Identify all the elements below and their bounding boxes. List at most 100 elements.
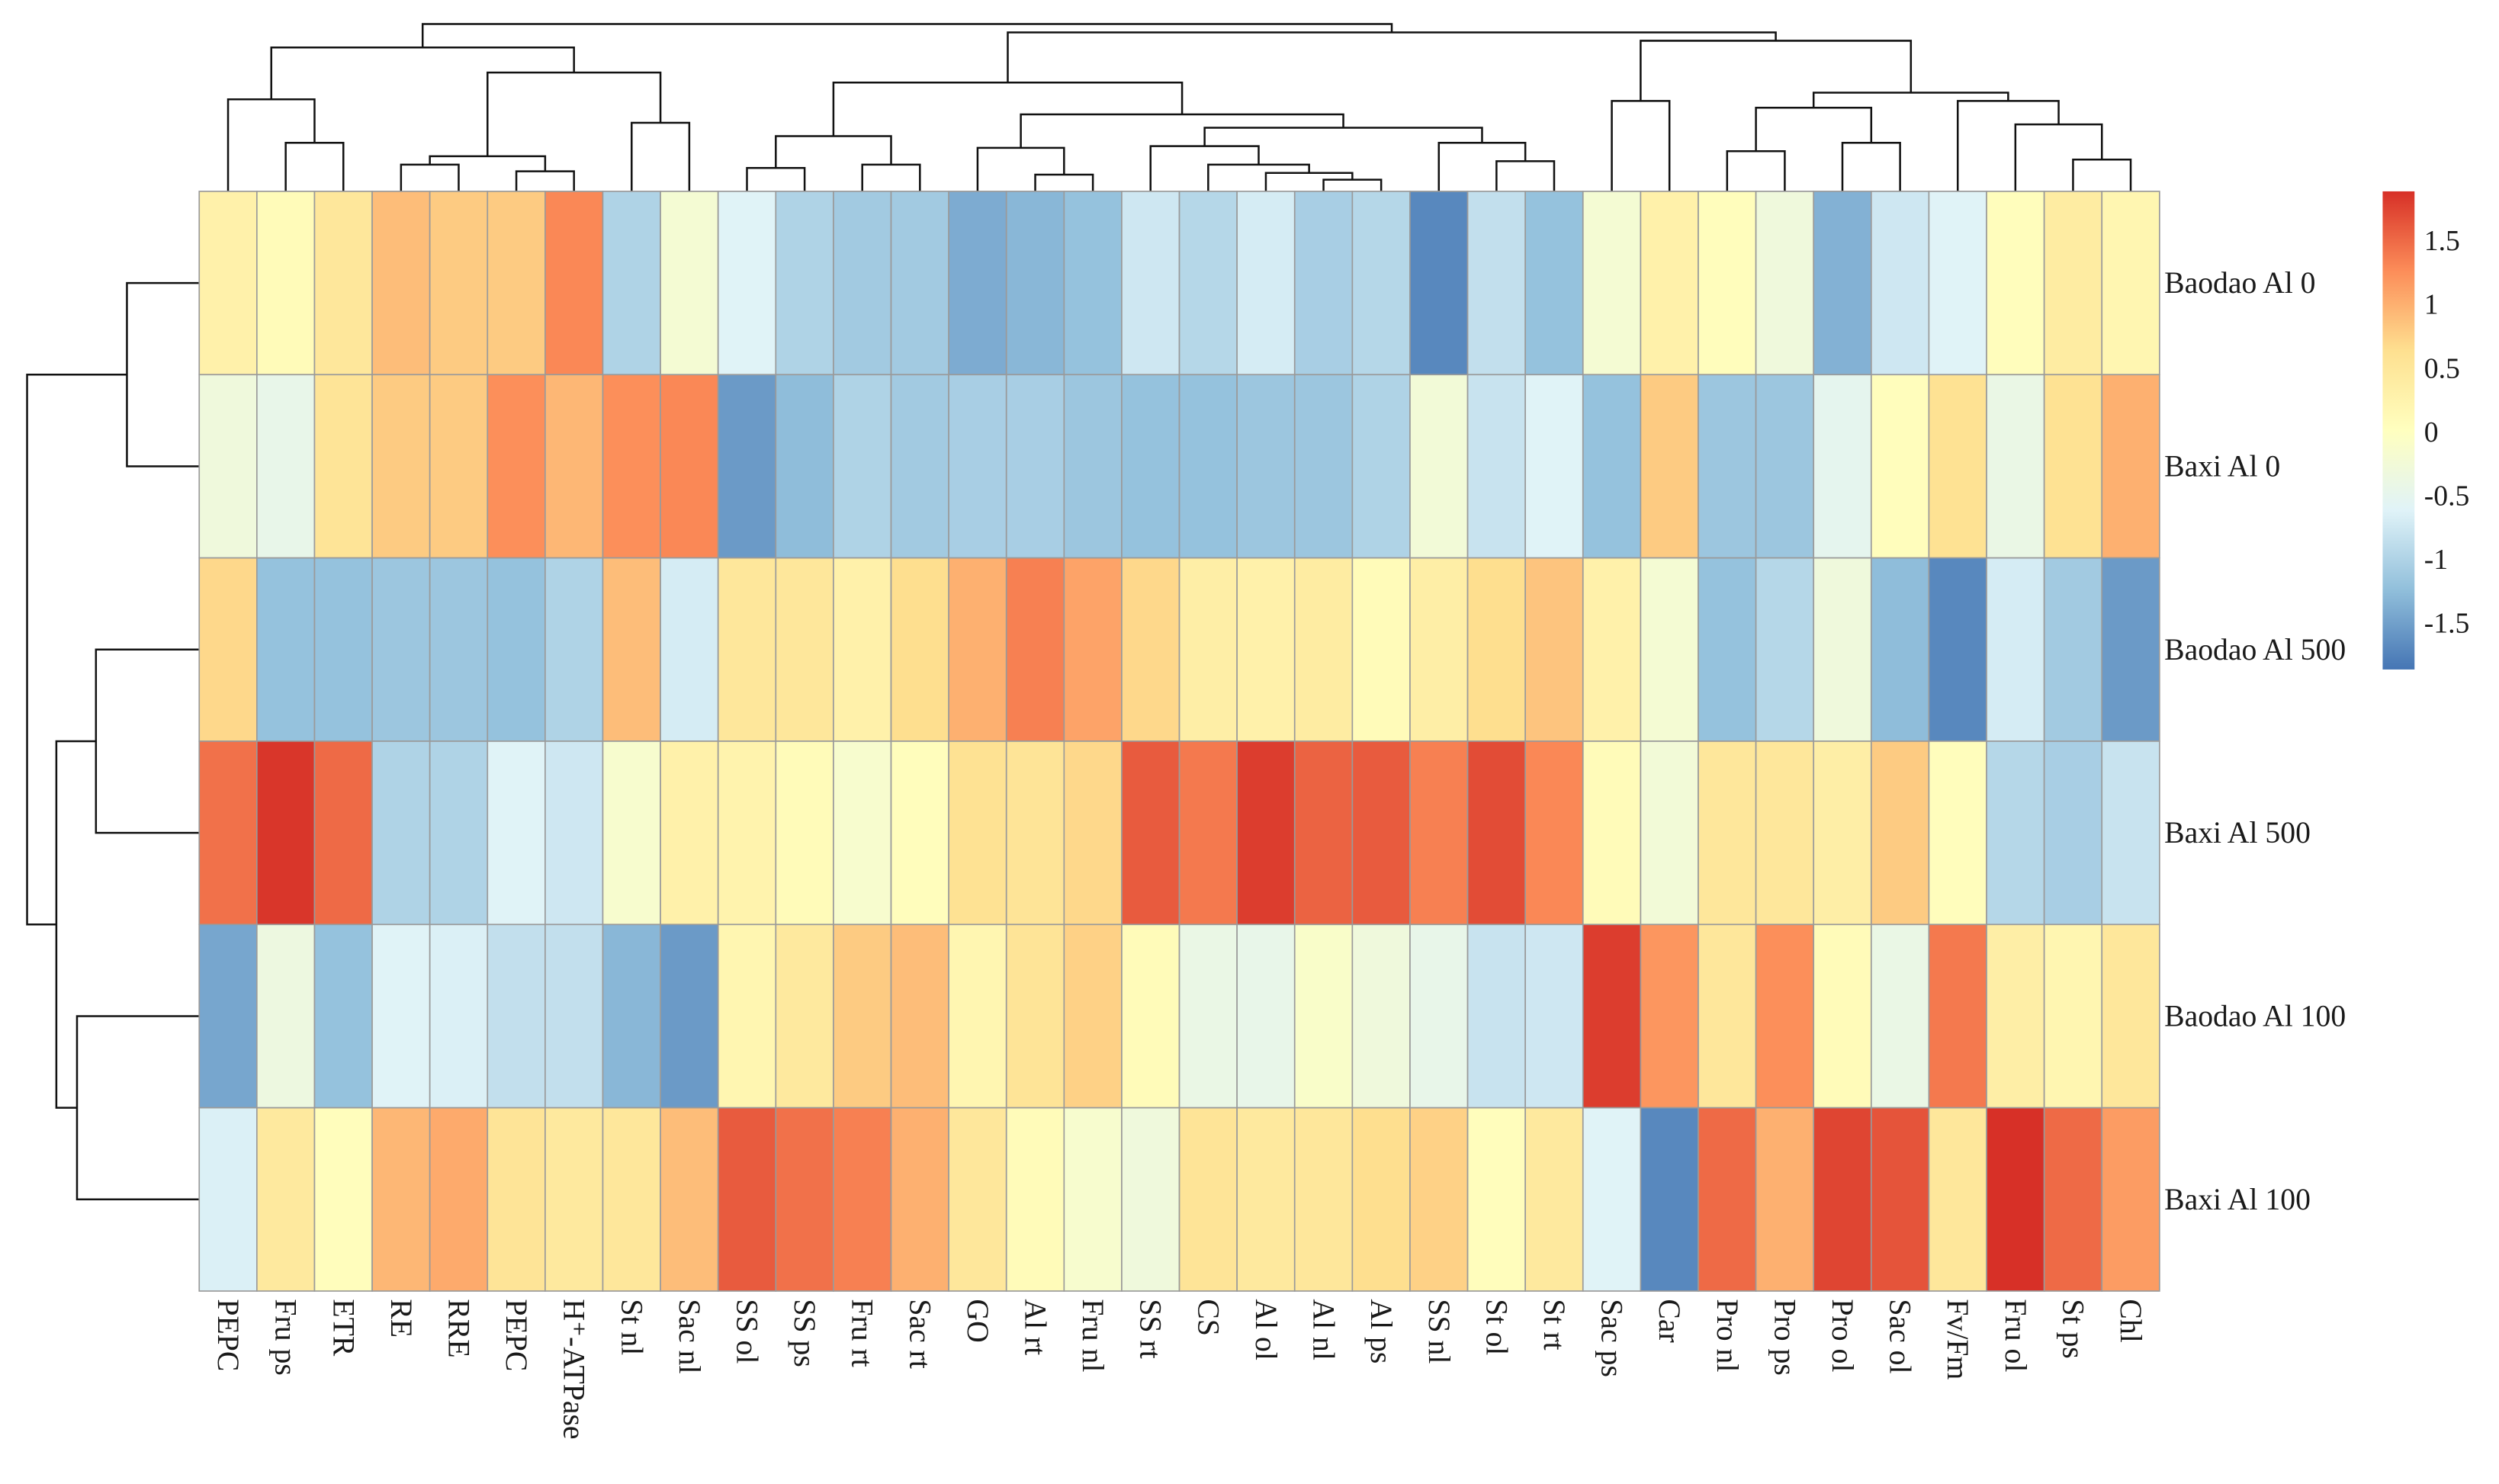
column-dendrogram-branch: [1755, 106, 1873, 152]
heatmap-cell: [487, 1107, 546, 1292]
column-label: Sac rt: [903, 1299, 936, 1368]
column-dendrogram-branch: [487, 71, 662, 156]
heatmap-cell: [1524, 740, 1584, 926]
heatmap-cell: [1063, 191, 1123, 376]
heatmap-cell: [948, 740, 1007, 926]
heatmap-cell: [1063, 557, 1123, 742]
heatmap-cell: [1986, 1107, 2045, 1292]
heatmap-cell: [660, 923, 719, 1109]
column-dendrogram-branch: [400, 163, 460, 191]
heatmap-cell: [2043, 923, 2103, 1109]
column-label: SS rt: [1134, 1299, 1168, 1358]
column-dendrogram-branch: [1812, 92, 2009, 108]
heatmap-cell: [948, 191, 1007, 376]
heatmap-cell: [1813, 923, 1872, 1109]
heatmap-cell: [1063, 740, 1123, 926]
heatmap-cell: [2101, 557, 2160, 742]
heatmap-cell: [1466, 191, 1527, 376]
column-label: Al nl: [1307, 1299, 1341, 1360]
column-dendrogram-branch: [861, 163, 921, 191]
heatmap-cell: [602, 1107, 661, 1292]
heatmap-cell: [1293, 191, 1354, 376]
row-dendrogram-branch: [26, 374, 127, 926]
heatmap-cell: [1986, 191, 2045, 376]
heatmap-cell: [1928, 923, 1987, 1109]
heatmap-cell: [1236, 923, 1296, 1109]
column-dendrogram-branch: [226, 98, 316, 191]
heatmap-cell: [1063, 1107, 1123, 1292]
heatmap-cell: [1870, 374, 1930, 559]
heatmap-cell: [775, 557, 834, 742]
heatmap-cell: [256, 1107, 316, 1292]
heatmap-cell: [1524, 923, 1584, 1109]
heatmap-cell: [1005, 374, 1065, 559]
heatmap-cell: [1005, 191, 1065, 376]
heatmap-cell: [1005, 557, 1065, 742]
column-label: Fru ps: [269, 1299, 303, 1375]
heatmap-cell: [1351, 191, 1411, 376]
heatmap-cell: [890, 374, 949, 559]
heatmap-cell: [1466, 557, 1527, 742]
heatmap-cell: [948, 557, 1007, 742]
heatmap-cell: [775, 740, 834, 926]
heatmap-cell: [1928, 557, 1987, 742]
column-dendrogram-branch: [2014, 123, 2103, 191]
legend-tick-label: -0.5: [2424, 480, 2470, 512]
column-dendrogram-branch: [1264, 172, 1354, 191]
column-label: Car: [1653, 1299, 1686, 1342]
column-label: Fv/Fm: [1941, 1299, 1974, 1380]
column-label: SS ps: [788, 1299, 821, 1367]
heatmap-cell: [544, 740, 604, 926]
heatmap-cell: [1755, 1107, 1815, 1292]
legend-tick-label: 0.5: [2424, 352, 2460, 384]
row-label: Baxi Al 500: [2164, 816, 2311, 850]
heatmap-cell: [717, 1107, 777, 1292]
column-dendrogram-branch: [1322, 178, 1383, 191]
heatmap-cell: [890, 923, 949, 1109]
color-legend-bar: [2382, 191, 2415, 670]
heatmap-cell: [1698, 191, 1757, 376]
heatmap-cell: [198, 557, 258, 742]
heatmap-cell: [1813, 191, 1872, 376]
heatmap-cell: [602, 557, 661, 742]
column-dendrogram-branch: [515, 170, 575, 191]
column-label: GO: [961, 1299, 994, 1342]
legend-tick-label: 1: [2424, 289, 2439, 321]
row-dendrogram-branch: [126, 281, 200, 467]
color-legend: 1.5 1 0.5 0 -0.5 -1 -1.5: [2382, 191, 2469, 670]
heatmap-cell: [1293, 923, 1354, 1109]
heatmap-cell: [833, 923, 892, 1109]
column-label: Fru rt: [846, 1299, 879, 1367]
column-label: Pro ps: [1768, 1299, 1801, 1375]
column-dendrogram-branch: [429, 155, 547, 172]
row-label: Baodao Al 100: [2164, 999, 2346, 1033]
heatmap-cell: [1121, 374, 1180, 559]
heatmap-cell: [1121, 1107, 1180, 1292]
row-dendrogram-branch: [95, 648, 200, 834]
heatmap-cell: [2101, 374, 2160, 559]
heatmap-cell: [775, 374, 834, 559]
heatmap-cell: [1870, 557, 1930, 742]
heatmap-cell: [1582, 191, 1642, 376]
heatmap-cell: [1063, 374, 1123, 559]
heatmap-cell: [1409, 191, 1469, 376]
heatmap-cell: [429, 557, 489, 742]
heatmap-cell: [371, 1107, 431, 1292]
heatmap-cell: [2043, 557, 2103, 742]
heatmap-cell: [833, 557, 892, 742]
row-label: Baodao Al 0: [2164, 266, 2315, 300]
column-label: Al ps: [1364, 1299, 1398, 1364]
column-dendrogram-branch: [1841, 142, 1901, 191]
column-label: RRE: [442, 1299, 475, 1357]
heatmap-cell: [1698, 923, 1757, 1109]
column-label: PEPC: [499, 1299, 533, 1371]
column-dendrogram-branch: [1726, 150, 1786, 191]
column-label: SS ol: [730, 1299, 763, 1364]
heatmap-cell: [1640, 374, 1699, 559]
heatmap-cell: [1698, 740, 1757, 926]
heatmap-cell: [1236, 557, 1296, 742]
heatmap-cell: [1409, 740, 1469, 926]
legend-tick-label: -1.5: [2424, 608, 2470, 640]
heatmap-cell: [1351, 1107, 1411, 1292]
heatmap-cell: [256, 740, 316, 926]
